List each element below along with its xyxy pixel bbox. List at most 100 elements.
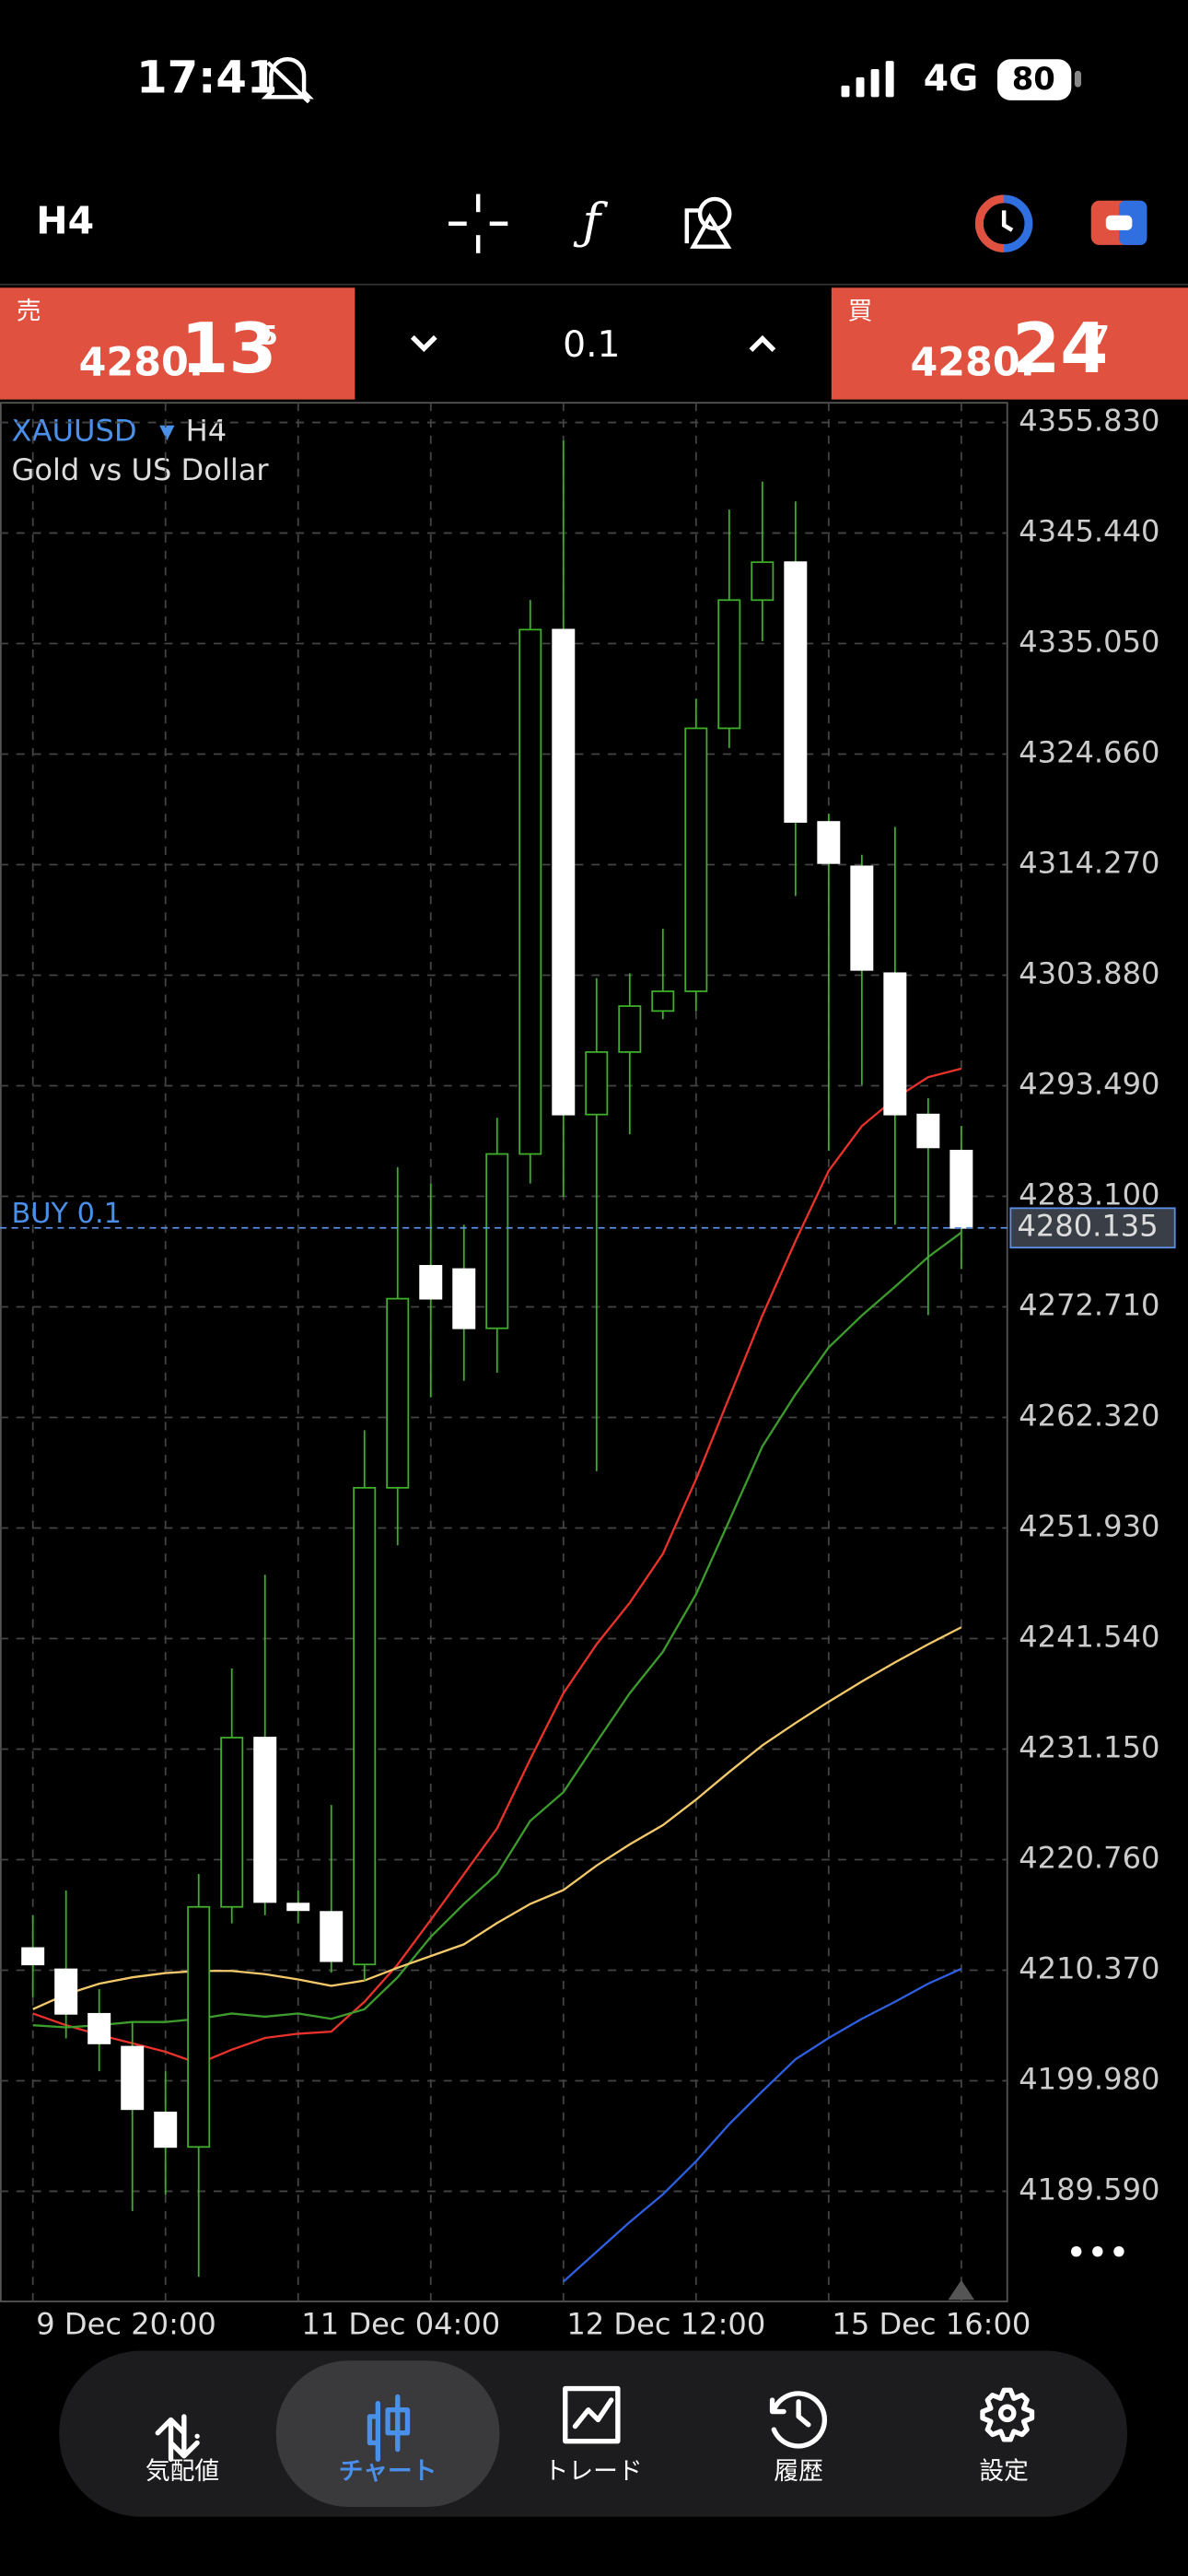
y-tick-label: 4251.930 — [1019, 1508, 1159, 1543]
y-tick-label: 4314.270 — [1019, 846, 1159, 881]
sell-price-sup: 5 — [260, 321, 278, 351]
signal-icon — [841, 61, 894, 98]
candle-body — [154, 2111, 178, 2149]
candle-body — [485, 1153, 509, 1329]
volume-up-button[interactable] — [749, 334, 776, 352]
nav-icon — [997, 2404, 1017, 2423]
candle-body — [121, 2045, 145, 2111]
crosshair-button[interactable] — [448, 193, 508, 253]
nav-label: 気配値 — [146, 2457, 219, 2486]
candle-body — [784, 561, 808, 823]
candle-body — [452, 1268, 476, 1329]
order-label: BUY 0.1 — [11, 1198, 121, 1230]
buy-price-main: 4280. — [910, 340, 1034, 386]
nav-item[interactable]: トレード — [544, 2385, 643, 2486]
x-tick-label: 11 Dec 04:00 — [301, 2307, 500, 2342]
candle-body — [518, 628, 542, 1155]
symbol-description: Gold vs US Dollar — [11, 452, 269, 487]
battery — [997, 59, 1072, 100]
candle-body — [286, 1903, 310, 1912]
y-tick-label: 4262.320 — [1019, 1398, 1159, 1433]
nav-item[interactable]: 履歴 — [769, 2391, 828, 2486]
bid-box — [1009, 1207, 1176, 1249]
candle-body — [585, 1051, 609, 1116]
scroll-marker — [948, 2279, 975, 2301]
candle-body — [949, 1150, 973, 1229]
network: 4G — [924, 58, 979, 100]
account-button[interactable] — [974, 194, 1033, 252]
nav-item[interactable]: 設定 — [979, 2387, 1035, 2486]
y-tick-label: 4345.440 — [1019, 514, 1159, 549]
candle-body — [253, 1737, 277, 1903]
nav-icon — [769, 2391, 828, 2449]
y-tick-label: 4210.370 — [1019, 1950, 1159, 1985]
y-tick-label: 4189.590 — [1019, 2172, 1159, 2207]
y-tick-label: 4293.490 — [1019, 1067, 1159, 1102]
more-button[interactable]: ••• — [1066, 2233, 1129, 2275]
nav-label: 設定 — [979, 2457, 1029, 2486]
clock: 17:41 — [136, 52, 277, 103]
candle-body — [386, 1297, 410, 1489]
nav: 気配値 チャート トレード 履歴 設定 — [146, 2360, 1035, 2508]
plot-area — [0, 403, 1007, 2301]
timeframe-button[interactable]: H4 — [36, 199, 94, 243]
y-tick-label: 4241.540 — [1019, 1619, 1159, 1654]
candle-body — [817, 821, 841, 864]
plot-frame — [0, 402, 1008, 2302]
candle-body — [651, 990, 675, 1013]
chart: XAUUSD ▼ H4 Gold vs US Dollar 4355.830 43… — [0, 402, 1176, 2342]
ma-line — [563, 1967, 962, 2283]
candle-body — [220, 1737, 244, 1908]
sell-price-big: 13 — [181, 308, 276, 389]
y-tick-label: 4283.100 — [1019, 1177, 1159, 1212]
candle-body — [87, 2012, 111, 2044]
nav-label: 履歴 — [774, 2457, 823, 2486]
y-tick-label: 4324.660 — [1019, 735, 1159, 770]
nav-bar — [59, 2350, 1127, 2517]
candle-body — [916, 1113, 940, 1149]
nav-item[interactable]: 気配値 — [146, 2414, 219, 2486]
volume-down-button[interactable] — [410, 334, 437, 353]
nav-icon — [155, 2414, 200, 2462]
candle-body — [552, 628, 576, 1116]
sell-price-main: 4280. — [79, 340, 204, 386]
buy-label: 買 — [848, 298, 873, 326]
chart-timeframe: H4 — [186, 413, 227, 448]
y-tick-label: 4303.880 — [1019, 956, 1159, 991]
trade-toggle-button[interactable] — [1090, 200, 1147, 245]
x-tick-label: 15 Dec 16:00 — [832, 2307, 1031, 2342]
sell-label: 売 — [17, 298, 41, 326]
objects-button[interactable] — [684, 196, 732, 249]
x-tick-label: 9 Dec 20:00 — [36, 2307, 216, 2342]
candle-body — [353, 1486, 377, 1966]
candle-body — [21, 1947, 45, 1966]
candle-body — [684, 727, 708, 992]
nav-item[interactable]: チャート — [275, 2360, 500, 2508]
buy-button[interactable]: 買 4280. 24 7 — [831, 287, 1188, 400]
symbol[interactable]: XAUUSD — [11, 413, 136, 448]
nav-icon — [563, 2385, 621, 2444]
bid-label: 4280.135 — [1017, 1209, 1158, 1244]
y-tick-label: 4231.150 — [1019, 1729, 1159, 1764]
candle-body — [54, 1968, 78, 2015]
candle-body — [187, 1905, 211, 2149]
candle-body — [850, 865, 874, 971]
symbol-dropdown[interactable]: ▼ — [159, 420, 175, 443]
nav-icon — [980, 2387, 1035, 2442]
nav-label: トレード — [544, 2457, 643, 2486]
battery-cap — [1074, 70, 1082, 88]
nav-icon — [367, 2394, 411, 2462]
sell-button[interactable]: 売 4280. 13 5 — [0, 287, 355, 400]
y-tick-label: 4355.830 — [1019, 404, 1159, 439]
x-tick-label: 12 Dec 12:00 — [566, 2307, 765, 2342]
candle-body — [717, 599, 741, 730]
y-tick-label: 4272.710 — [1019, 1288, 1159, 1323]
mute-icon — [261, 57, 314, 104]
candle-body — [883, 972, 907, 1116]
nav-label: チャート — [339, 2457, 437, 2486]
volume[interactable]: 0.1 — [563, 324, 620, 366]
y-tick-label: 4220.760 — [1019, 1840, 1159, 1875]
candle-body — [320, 1911, 344, 1962]
